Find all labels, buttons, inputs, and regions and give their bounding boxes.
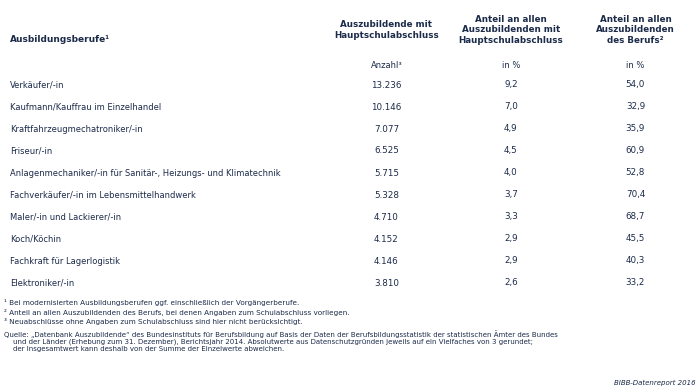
Text: 4,0: 4,0 — [504, 168, 518, 177]
Text: Ausbildungsberufe¹: Ausbildungsberufe¹ — [10, 35, 110, 43]
Text: 4.146: 4.146 — [374, 256, 398, 265]
Text: 4,5: 4,5 — [504, 147, 518, 156]
Text: 2,6: 2,6 — [504, 279, 518, 288]
Text: Koch/Köchin: Koch/Köchin — [10, 234, 61, 244]
Text: 5.328: 5.328 — [374, 191, 399, 199]
Text: und der Länder (Erhebung zum 31. Dezember), Berichtsjahr 2014. Absolutwerte aus : und der Länder (Erhebung zum 31. Dezembe… — [4, 338, 533, 345]
Text: 7,0: 7,0 — [504, 102, 518, 111]
Text: 3,7: 3,7 — [504, 191, 518, 199]
Text: 52,8: 52,8 — [626, 168, 645, 177]
Text: Kaufmann/Kauffrau im Einzelhandel: Kaufmann/Kauffrau im Einzelhandel — [10, 102, 161, 111]
Text: 2,9: 2,9 — [504, 256, 518, 265]
Text: 7.077: 7.077 — [374, 125, 399, 133]
Text: ³ Neuabschlüsse ohne Angaben zum Schulabschluss sind hier nicht berücksichtigt.: ³ Neuabschlüsse ohne Angaben zum Schulab… — [4, 318, 302, 325]
Text: 3.810: 3.810 — [374, 279, 399, 288]
Text: ¹ Bei modernisierten Ausbildungsberufen ggf. einschließlich der Vorgängerberufe.: ¹ Bei modernisierten Ausbildungsberufen … — [4, 299, 300, 306]
Text: Fachverkäufer/-in im Lebensmittelhandwerk: Fachverkäufer/-in im Lebensmittelhandwer… — [10, 191, 196, 199]
Text: Verkäufer/-in: Verkäufer/-in — [10, 80, 64, 90]
Text: 70,4: 70,4 — [626, 191, 645, 199]
Text: 5.715: 5.715 — [374, 168, 399, 177]
Text: Anteil an allen
Auszubildenden mit
Hauptschulabschluss: Anteil an allen Auszubildenden mit Haupt… — [458, 15, 564, 45]
Text: 54,0: 54,0 — [626, 80, 645, 90]
Text: Quelle: „Datenbank Auszubildende“ des Bundesinstituts für Berufsbildung auf Basi: Quelle: „Datenbank Auszubildende“ des Bu… — [4, 331, 558, 338]
Text: 10.146: 10.146 — [371, 102, 402, 111]
Text: 6.525: 6.525 — [374, 147, 399, 156]
Text: 9,2: 9,2 — [504, 80, 518, 90]
Text: 4.152: 4.152 — [374, 234, 399, 244]
Text: 35,9: 35,9 — [626, 125, 645, 133]
Text: 4,9: 4,9 — [504, 125, 518, 133]
Text: Friseur/-in: Friseur/-in — [10, 147, 52, 156]
Text: in %: in % — [502, 61, 520, 69]
Text: Anteil an allen
Auszubildenden
des Berufs²: Anteil an allen Auszubildenden des Beruf… — [596, 15, 675, 45]
Text: 68,7: 68,7 — [626, 213, 645, 222]
Text: BIBB-Datenreport 2016: BIBB-Datenreport 2016 — [615, 380, 696, 386]
Text: 40,3: 40,3 — [626, 256, 645, 265]
Text: 45,5: 45,5 — [626, 234, 645, 244]
Text: 32,9: 32,9 — [626, 102, 645, 111]
Text: 4.710: 4.710 — [374, 213, 399, 222]
Text: Anlagenmechaniker/-in für Sanitär-, Heizungs- und Klimatechnik: Anlagenmechaniker/-in für Sanitär-, Heiz… — [10, 168, 281, 177]
Text: ² Anteil an allen Auszubildenden des Berufs, bei denen Angaben zum Schulabschlus: ² Anteil an allen Auszubildenden des Ber… — [4, 308, 349, 315]
Text: 2,9: 2,9 — [504, 234, 518, 244]
Text: Elektroniker/-in: Elektroniker/-in — [10, 279, 74, 288]
Text: Kraftfahrzeugmechatroniker/-in: Kraftfahrzeugmechatroniker/-in — [10, 125, 143, 133]
Text: der Insgesamtwert kann deshalb von der Summe der Einzelwerte abweichen.: der Insgesamtwert kann deshalb von der S… — [4, 346, 284, 353]
Text: 3,3: 3,3 — [504, 213, 518, 222]
Text: 13.236: 13.236 — [371, 80, 402, 90]
Text: Auszubildende mit
Hauptschulabschluss: Auszubildende mit Hauptschulabschluss — [334, 20, 439, 40]
Text: 33,2: 33,2 — [626, 279, 645, 288]
Text: 60,9: 60,9 — [626, 147, 645, 156]
Text: Maler/-in und Lackierer/-in: Maler/-in und Lackierer/-in — [10, 213, 121, 222]
Text: in %: in % — [626, 61, 645, 69]
Text: Fachkraft für Lagerlogistik: Fachkraft für Lagerlogistik — [10, 256, 120, 265]
Text: Anzahl³: Anzahl³ — [370, 61, 402, 69]
